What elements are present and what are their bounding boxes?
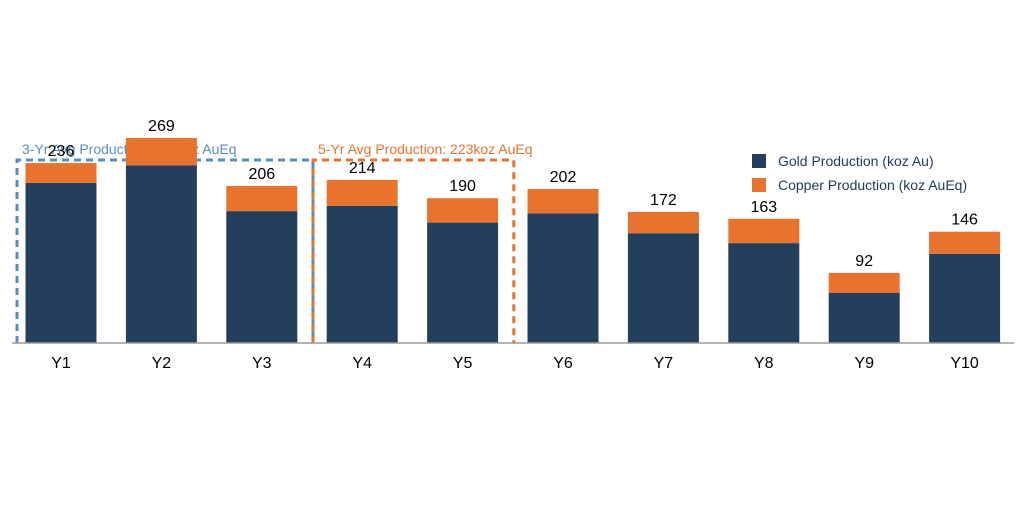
bar-copper-y6 — [527, 189, 599, 214]
x-tick-y2: Y2 — [152, 355, 172, 372]
bar-gold-y7 — [627, 233, 699, 343]
x-tick-y8: Y8 — [754, 355, 774, 372]
x-tick-y10: Y10 — [950, 355, 979, 372]
x-tick-y1: Y1 — [51, 355, 71, 372]
bar-copper-y3 — [226, 186, 298, 212]
legend: Gold Production (koz Au) Copper Productio… — [752, 153, 967, 193]
bars — [25, 138, 1001, 343]
bar-copper-y10 — [929, 231, 1001, 254]
data-label-y6: 202 — [550, 169, 577, 186]
bar-gold-y4 — [326, 205, 398, 343]
bar-copper-y7 — [627, 211, 699, 234]
bar-copper-y8 — [728, 218, 800, 244]
legend-swatch-copper — [752, 178, 766, 192]
data-label-y2: 269 — [148, 118, 175, 135]
legend-label-gold: Gold Production (koz Au) — [778, 153, 934, 169]
bar-gold-y3 — [226, 211, 298, 343]
bar-gold-y2 — [125, 165, 197, 343]
x-tick-y5: Y5 — [453, 355, 473, 372]
data-label-y3: 206 — [248, 166, 275, 183]
legend-label-copper: Copper Production (koz AuEq) — [778, 177, 967, 193]
data-label-y5: 190 — [449, 178, 476, 195]
data-label-y10: 146 — [951, 212, 978, 229]
x-tick-y9: Y9 — [854, 355, 874, 372]
x-tick-y4: Y4 — [352, 355, 372, 372]
bracket-label-5yr: 5-Yr Avg Production: 223koz AuEq — [318, 141, 533, 157]
bar-gold-y9 — [828, 292, 900, 343]
bar-copper-y1 — [25, 163, 97, 183]
data-label-y9: 92 — [855, 253, 873, 270]
legend-swatch-gold — [752, 154, 766, 168]
x-tick-labels: Y1 Y2 Y3 Y4 Y5 Y6 Y7 Y8 Y9 Y10 — [51, 355, 979, 372]
bar-copper-y2 — [125, 138, 197, 166]
data-label-y4: 214 — [349, 160, 376, 177]
bar-gold-y8 — [728, 243, 800, 343]
bar-gold-y1 — [25, 182, 97, 343]
bar-copper-y9 — [828, 272, 900, 293]
x-tick-y6: Y6 — [553, 355, 573, 372]
bar-gold-y6 — [527, 213, 599, 343]
data-labels: 236 269 206 214 190 202 172 163 92 146 — [48, 118, 978, 270]
bar-gold-y10 — [929, 253, 1001, 343]
x-tick-y7: Y7 — [654, 355, 674, 372]
data-label-y8: 163 — [750, 199, 777, 216]
bar-copper-y5 — [427, 198, 499, 223]
x-tick-y3: Y3 — [252, 355, 272, 372]
data-label-y7: 172 — [650, 192, 677, 209]
data-label-y1: 236 — [48, 143, 75, 160]
bar-copper-y4 — [326, 179, 398, 206]
bar-gold-y5 — [427, 222, 499, 343]
